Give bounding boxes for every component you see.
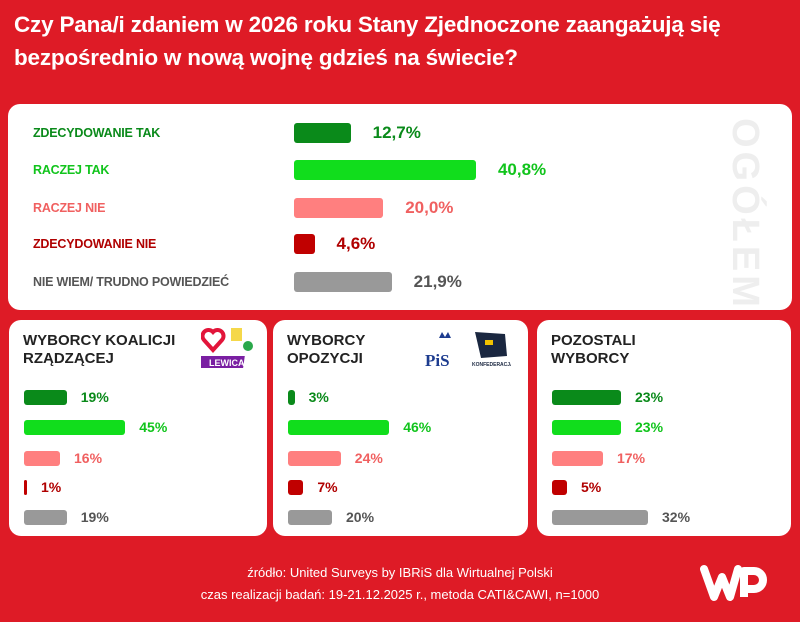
footer: źródło: United Surveys by IBRiS dla Wirt… (0, 562, 800, 606)
bar (552, 420, 621, 435)
wp-logo (700, 565, 767, 601)
bar (552, 451, 603, 466)
bar (552, 510, 648, 525)
svg-text:KONFEDERACJA: KONFEDERACJA (472, 362, 511, 368)
value-label: 23% (635, 389, 664, 405)
value-label: 40,8% (497, 160, 547, 179)
lewica-logo-text: LEWICA (209, 358, 245, 368)
value-label: 7% (317, 479, 338, 495)
value-label: 5% (581, 479, 602, 495)
value-label: 19% (80, 509, 109, 525)
opposition-panel: WYBORCY OPOZYCJI PiS KONFEDERACJA 3% 46% 2… (273, 320, 528, 536)
overall-panel: OGÓŁEM ZDECYDOWANIE TAK 12,7% RACZEJ TAK 40… (8, 104, 792, 311)
value-label: 16% (74, 450, 103, 466)
bar (294, 234, 315, 254)
bar (294, 272, 392, 292)
bar (288, 420, 390, 435)
chart-title: Czy Pana/i zdaniem w 2026 roku Stany Zje… (14, 12, 721, 70)
value-label: 12,7% (372, 123, 421, 142)
value-label: 20% (346, 509, 375, 525)
value-label: 21,9% (413, 272, 462, 291)
value-label: 32% (662, 509, 691, 525)
bar (24, 510, 67, 525)
bar (24, 480, 27, 495)
value-label: 1% (41, 479, 62, 495)
value-label: 46% (403, 419, 432, 435)
value-label: 3% (308, 389, 329, 405)
value-label: 45% (139, 419, 168, 435)
svg-text:PiS: PiS (425, 351, 450, 370)
bar (288, 480, 304, 495)
value-label: 23% (635, 419, 664, 435)
coalition-logos: LEWICA (199, 326, 261, 370)
value-label: 17% (617, 450, 646, 466)
value-label: 19% (80, 389, 109, 405)
category-label: RACZEJ TAK (33, 163, 110, 177)
bar (288, 390, 295, 405)
panel-title: WYBORCY KOALICJI RZĄDZĄCEJ (23, 332, 176, 367)
category-label: RACZEJ NIE (33, 201, 106, 215)
bar (288, 510, 332, 525)
konfederacja-logo: KONFEDERACJA (471, 328, 514, 368)
category-label: ZDECYDOWANIE TAK (33, 126, 161, 140)
bar (552, 480, 567, 495)
bar (294, 123, 351, 143)
category-label: NIE WIEM/ TRUDNO POWIEDZIEĆ (33, 275, 229, 289)
category-label: ZDECYDOWANIE NIE (33, 237, 157, 251)
source-text: źródło: United Surveys by IBRiS dla Wirt… (247, 565, 553, 580)
bar (24, 390, 67, 405)
pis-logo: PiS (423, 330, 463, 370)
bar (294, 160, 476, 180)
value-label: 24% (354, 450, 383, 466)
coalition-panel: WYBORCY KOALICJI RZĄDZĄCEJ LEWICA 19% 45%… (9, 320, 267, 536)
bar (294, 198, 384, 218)
value-label: 20,0% (405, 198, 454, 217)
bar (552, 390, 621, 405)
panel-title: POZOSTALI WYBORCY (551, 332, 636, 367)
bar (24, 451, 60, 466)
value-label: 4,6% (336, 234, 376, 253)
panel-title: WYBORCY OPOZYCJI (287, 332, 366, 367)
other-voters-panel: POZOSTALI WYBORCY 23% 23% 17% 5% 32% (537, 320, 791, 536)
bar (24, 420, 126, 435)
bar (288, 451, 341, 466)
method-text: czas realizacji badań: 19-21.12.2025 r.,… (200, 587, 600, 602)
overall-label: OGÓŁEM (724, 118, 766, 311)
